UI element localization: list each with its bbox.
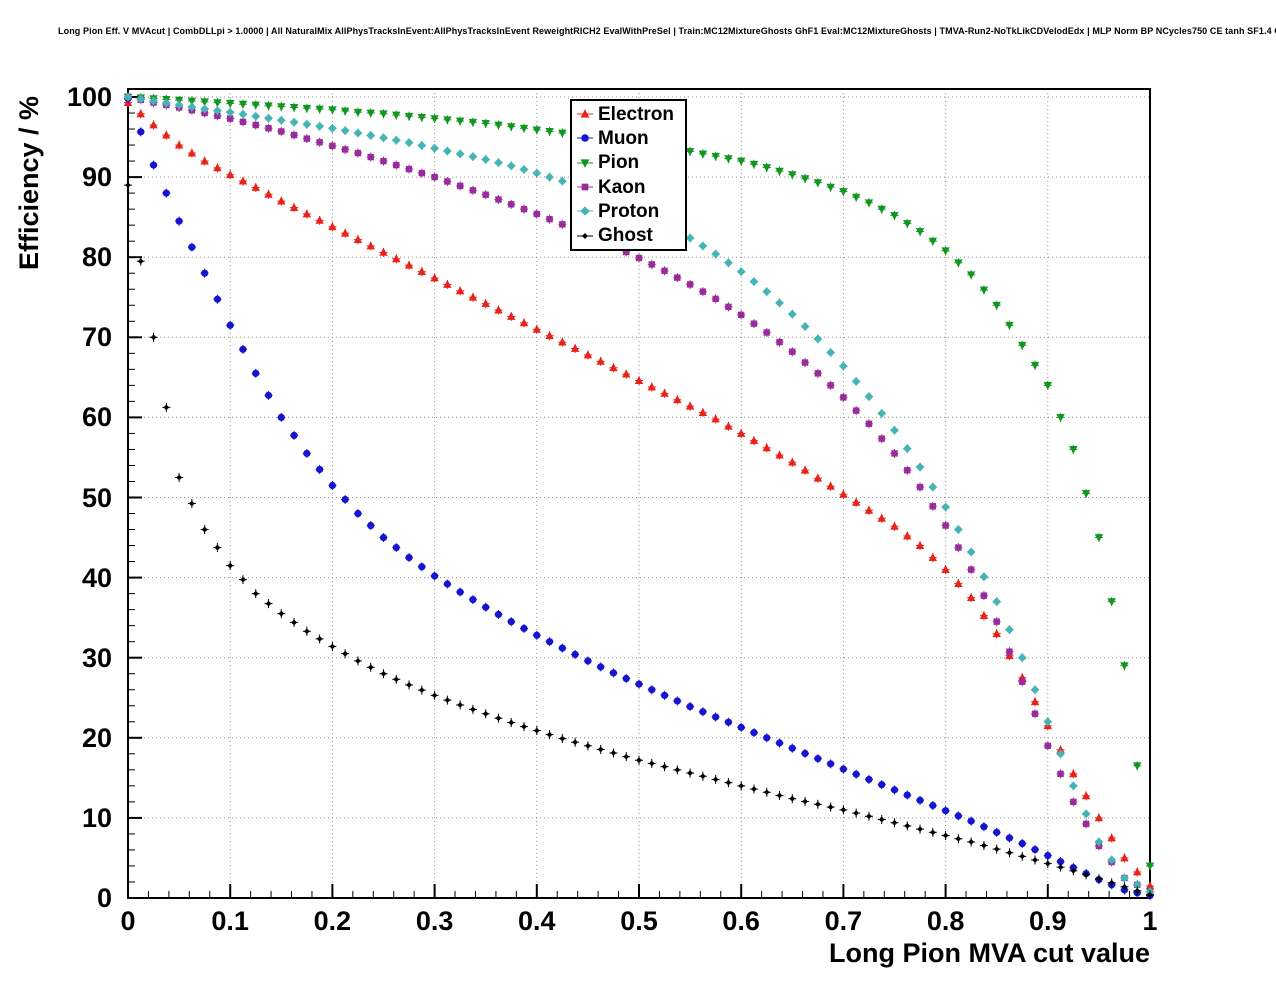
legend-item-pion: Pion [576, 153, 685, 172]
legend-label: Proton [598, 200, 660, 222]
legend-item-proton: Proton [576, 202, 685, 221]
plot-frame [127, 88, 1151, 899]
ghost-marker-icon [577, 232, 593, 239]
legend-item-electron: Electron [576, 105, 685, 124]
plot-title: Long Pion Eff. V MVAcut | CombDLLpi > 1.… [58, 26, 1276, 36]
legend-item-muon: Muon [576, 129, 685, 148]
muon-marker-icon [577, 134, 593, 143]
legend-item-ghost: Ghost [576, 226, 685, 245]
pion-marker-icon [577, 159, 593, 168]
x-axis-label: Long Pion MVA cut value [828, 938, 1150, 968]
axis-ticks [127, 96, 1151, 899]
series-electron [123, 98, 1155, 891]
legend: Electron Muon Pion Kaon Proton Ghost [570, 99, 687, 251]
series-ghost [124, 180, 1154, 900]
legend-label: Ghost [598, 225, 653, 247]
proton-marker-icon [577, 206, 593, 217]
legend-item-kaon: Kaon [576, 178, 685, 197]
legend-label: Pion [598, 152, 640, 174]
series-pion [123, 92, 1155, 871]
legend-label: Kaon [598, 176, 646, 198]
kaon-marker-icon [577, 183, 593, 191]
electron-marker-icon [577, 109, 593, 118]
legend-label: Muon [598, 127, 649, 149]
legend-label: Electron [598, 103, 675, 125]
series-muon [124, 94, 1154, 901]
